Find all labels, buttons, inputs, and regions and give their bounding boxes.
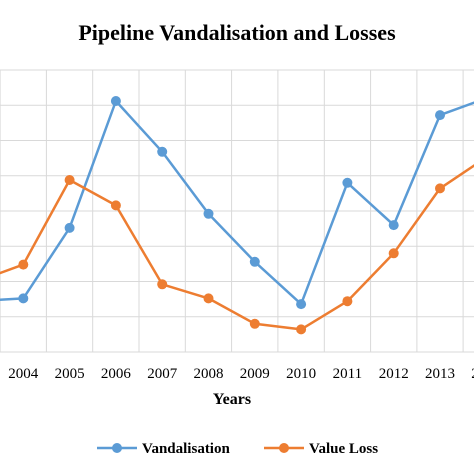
x-tick-label: 2012 [379, 366, 409, 382]
x-tick-label: 2013 [425, 366, 455, 382]
x-axis-ticks: 2003200420052006200720082009201020112012… [8, 366, 474, 382]
data-point [388, 220, 399, 231]
x-tick-label: 2004 [8, 366, 39, 382]
series-line-vandalisation [0, 99, 474, 306]
data-point [18, 293, 29, 304]
x-tick-label: 2014 [471, 366, 474, 382]
data-point [342, 296, 353, 307]
data-point [435, 110, 445, 121]
legend-label: Vandalisation [142, 441, 230, 457]
x-tick-label: 2006 [101, 366, 132, 382]
series-layer [0, 96, 474, 335]
legend-swatch-marker [112, 443, 122, 453]
chart-title: Pipeline Vandalisation and Losses [78, 20, 396, 45]
x-tick-label: 2010 [286, 366, 316, 382]
x-tick-label: 2011 [333, 366, 362, 382]
data-point [296, 299, 307, 310]
data-point [64, 222, 75, 233]
x-tick-label: 2007 [147, 366, 178, 382]
legend-swatch-marker [279, 443, 289, 453]
data-point [342, 177, 353, 188]
data-point [110, 96, 121, 106]
data-point [18, 259, 29, 270]
data-point [110, 200, 121, 211]
data-point [203, 293, 214, 304]
data-point [249, 318, 260, 329]
gridlines [0, 69, 474, 353]
x-tick-label: 2005 [55, 366, 85, 382]
data-point [249, 256, 260, 267]
legend-label: Value Loss [309, 441, 378, 457]
legend: Vandalisation Value Loss [97, 441, 378, 457]
data-point [64, 175, 75, 185]
data-point [296, 324, 307, 335]
x-tick-label: 2008 [194, 366, 224, 382]
x-axis-label: Years [213, 391, 251, 408]
series-line-value-loss [0, 164, 474, 331]
data-point [388, 248, 399, 259]
x-tick-label: 2009 [240, 366, 270, 382]
data-point [435, 183, 445, 194]
data-point [157, 146, 168, 157]
data-point [157, 279, 168, 290]
data-point [203, 208, 214, 219]
